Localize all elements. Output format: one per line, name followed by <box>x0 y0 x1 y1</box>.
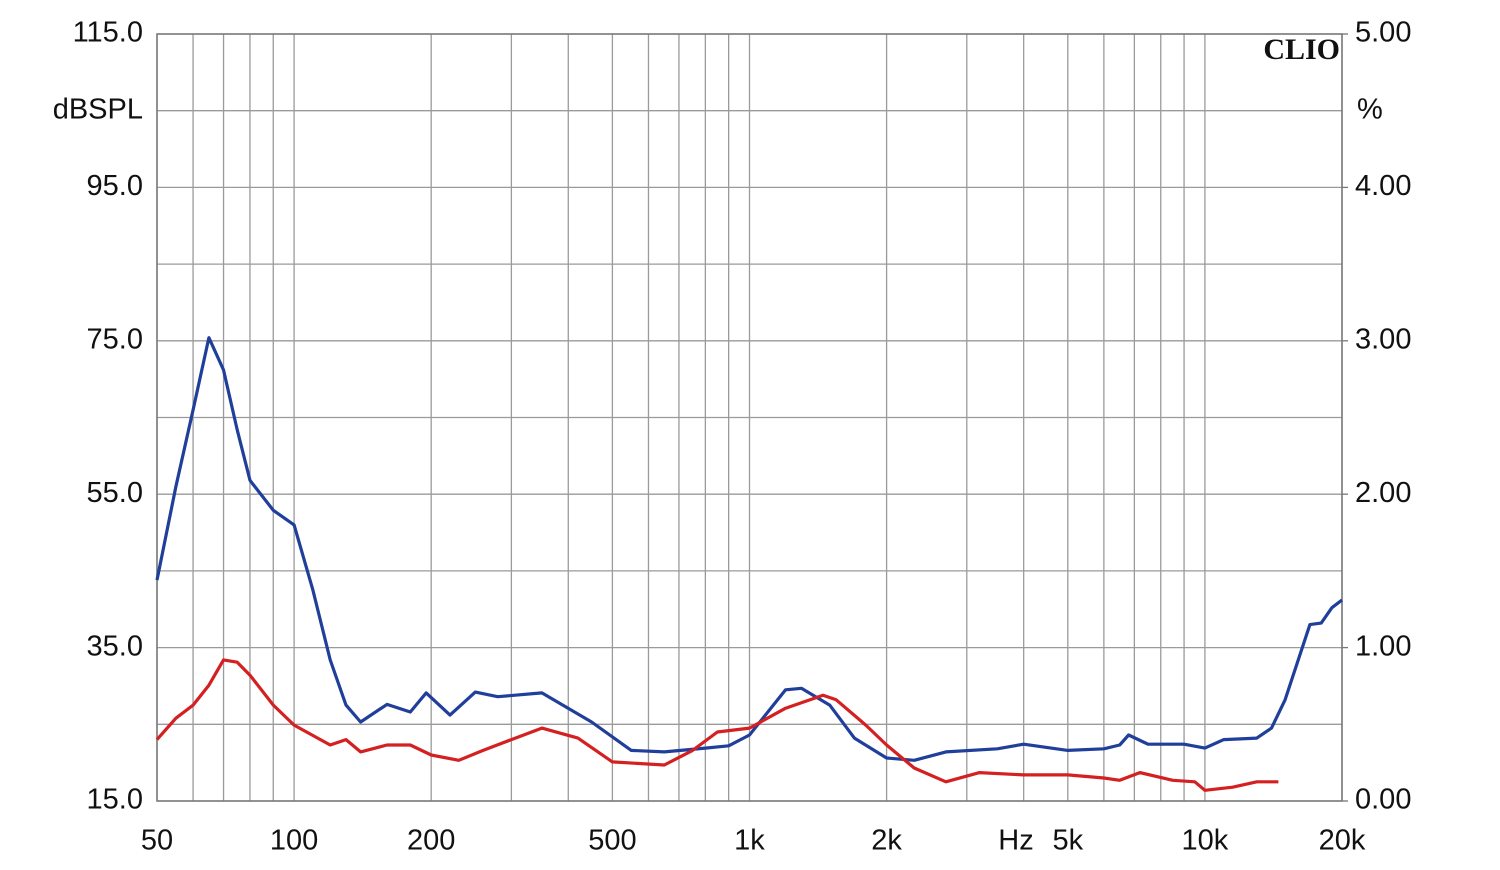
y-tick-label: 15.0 <box>87 784 143 816</box>
x-tick-label: 20k <box>1319 825 1366 857</box>
x-tick-label: 1k <box>734 825 765 857</box>
x-tick-label: 5k <box>1052 825 1083 857</box>
y-axis-label: dBSPL <box>53 94 143 126</box>
x-tick-label: 10k <box>1182 825 1229 857</box>
x-tick-label: 200 <box>407 825 455 857</box>
x-tick-label: 2k <box>871 825 902 857</box>
y-tick-label: 75.0 <box>87 323 143 355</box>
x-axis-label: Hz <box>998 825 1033 857</box>
watermark: CLIO <box>1263 33 1340 66</box>
x-tick-label: 100 <box>270 825 318 857</box>
data-line <box>155 658 1279 792</box>
y-tick-label: 115.0 <box>73 17 143 49</box>
y2-tick-label: 2.00 <box>1355 477 1411 509</box>
y2-tick-label: 1.00 <box>1355 630 1411 662</box>
y-tick-label: 95.0 <box>87 170 143 202</box>
y2-axis-label: % <box>1357 94 1383 126</box>
y2-tick-label: 5.00 <box>1355 17 1411 49</box>
plot-frame <box>156 33 1343 802</box>
y-tick-label: 55.0 <box>87 477 143 509</box>
y2-tick-label: 0.00 <box>1355 784 1411 816</box>
x-tick-label: 50 <box>141 825 173 857</box>
y2-tick-label: 3.00 <box>1355 323 1411 355</box>
data-line <box>155 336 1343 762</box>
y-tick-label: 35.0 <box>87 630 143 662</box>
y2-tick-label: 4.00 <box>1355 170 1411 202</box>
x-tick-label: 500 <box>588 825 636 857</box>
